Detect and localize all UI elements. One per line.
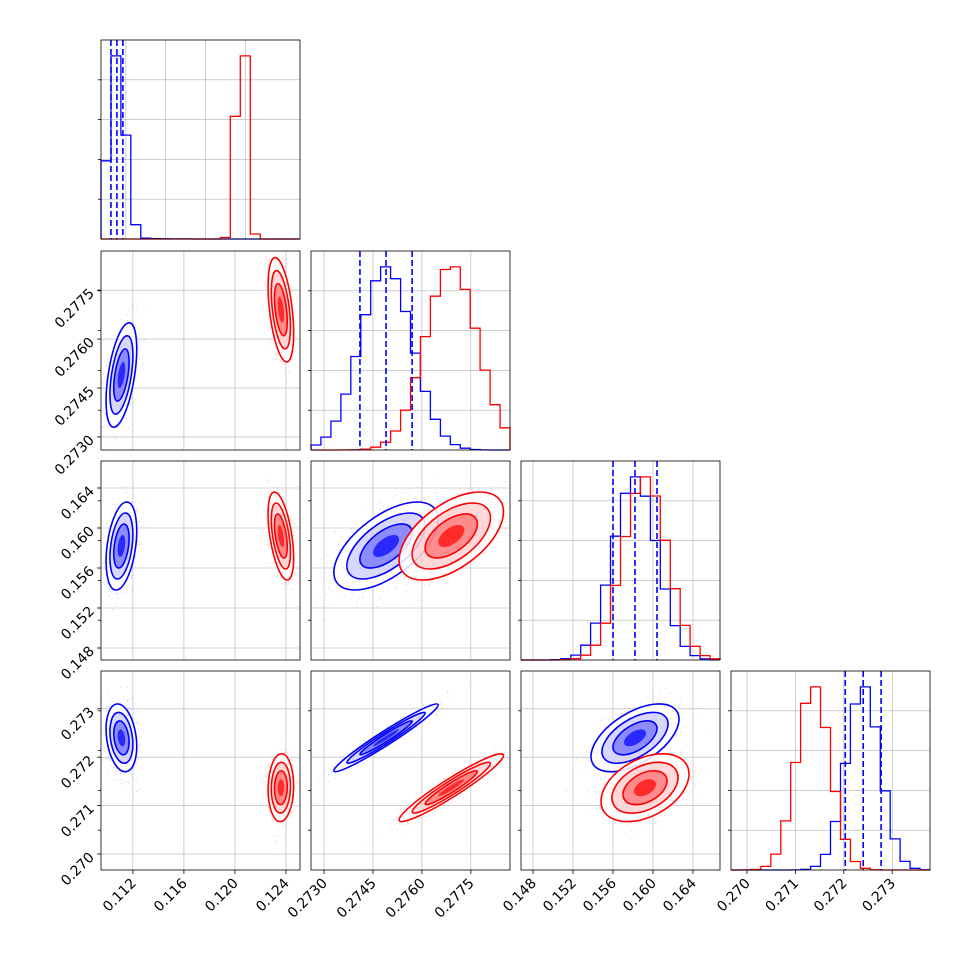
x-tick-label: 0.2745	[334, 876, 380, 922]
axes-frame-2-0	[100, 460, 301, 661]
density-contour-series-0	[117, 729, 126, 747]
density-contour-series-1	[633, 779, 656, 797]
x-tick-label: 0.112	[100, 876, 140, 916]
density-contour-series-0	[372, 534, 400, 557]
scatter-panel-3-1	[318, 683, 509, 841]
axes-frame-hist-2	[520, 460, 721, 661]
axes-frame-1-0	[100, 250, 301, 451]
y-tick-label: 0.2745	[52, 384, 98, 430]
hist-grid-1	[311, 251, 510, 450]
density-contour-series-0	[624, 729, 647, 747]
y-tick-label: 0.2760	[52, 335, 98, 381]
axes-frame-2-1	[310, 460, 511, 661]
scatter-panel-2-1	[313, 472, 508, 622]
axes-frame-3-1	[310, 670, 511, 871]
density-contour-series-0	[372, 729, 400, 747]
x-tick-label: 0.270	[714, 876, 754, 916]
x-tick-label: 0.120	[202, 876, 242, 916]
grid-3-0	[101, 671, 300, 870]
scatter-panel-1-0	[101, 251, 297, 449]
x-tick-label: 0.152	[540, 876, 580, 916]
y-tick-label: 0.270	[58, 850, 98, 890]
scatter-panel-3-0	[101, 686, 300, 850]
y-tick-label: 0.148	[58, 644, 98, 684]
hist-grid-2	[521, 461, 720, 660]
axes-frame-hist-1	[310, 250, 511, 451]
x-tick-label: 0.2760	[383, 876, 429, 922]
y-tick-label: 0.156	[58, 563, 98, 603]
y-tick-label: 0.164	[58, 483, 98, 523]
histogram-series-1	[521, 476, 721, 661]
density-contour-series-1	[277, 779, 285, 797]
grid-3-1	[311, 671, 510, 870]
axes-frame-3-2	[520, 670, 721, 871]
axes-frame-hist-3	[730, 670, 931, 871]
y-tick-label: 0.271	[58, 801, 98, 841]
axes-frame-3-0	[100, 670, 301, 871]
y-tick-label: 0.160	[58, 524, 98, 564]
x-tick-label: 0.273	[859, 876, 899, 916]
density-contour-series-1	[438, 779, 465, 797]
scatter-panel-2-0	[102, 473, 299, 611]
scatter-panel-3-2	[563, 684, 717, 837]
histogram-series-0	[310, 266, 510, 451]
x-tick-label: 0.156	[580, 875, 620, 915]
x-tick-label: 0.160	[620, 876, 660, 916]
grid-2-0	[101, 461, 300, 660]
axes-frame-hist-0	[100, 39, 301, 240]
histogram-series-1	[311, 266, 511, 451]
x-tick-label: 0.271	[763, 876, 803, 916]
x-tick-label: 0.272	[811, 876, 851, 916]
x-tick-label: 0.2775	[432, 876, 478, 922]
x-tick-label: 0.116	[151, 875, 191, 915]
y-tick-label: 0.2730	[52, 432, 98, 478]
y-tick-label: 0.2775	[52, 286, 98, 332]
density-contour-series-1	[438, 524, 465, 547]
density-contour-series-0	[117, 535, 126, 558]
histogram-series-0	[100, 55, 300, 240]
y-tick-label: 0.273	[58, 704, 98, 744]
x-tick-label: 0.2730	[285, 876, 331, 922]
x-tick-label: 0.148	[500, 876, 540, 916]
density-contour-series-1	[277, 296, 285, 323]
x-tick-label: 0.164	[660, 875, 700, 915]
y-tick-label: 0.152	[58, 604, 98, 644]
hist-grid-0	[101, 40, 300, 239]
y-tick-label: 0.272	[58, 753, 98, 793]
